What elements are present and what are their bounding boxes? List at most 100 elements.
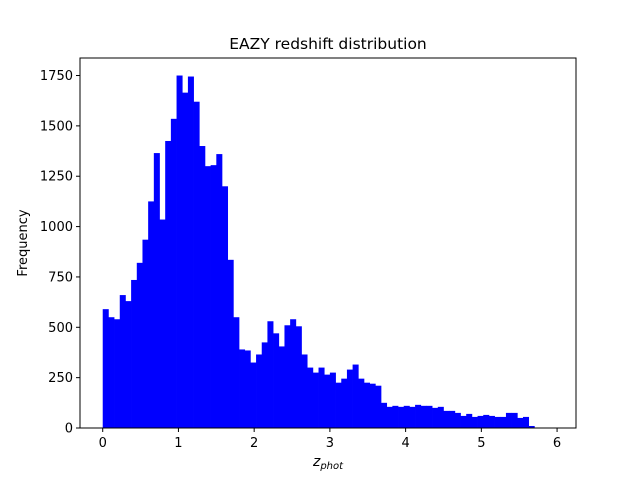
x-tick-label: 6 [553,436,561,451]
histogram-bar [415,404,422,428]
y-tick-label: 1250 [40,170,73,185]
histogram-bar [386,406,393,428]
y-axis-label: Frequency [16,209,31,276]
x-axis-label-subscript: phot [319,461,344,472]
histogram-bar [244,350,251,428]
histogram-bar [256,354,263,428]
histogram-bar [488,415,495,428]
x-tick-label: 2 [250,436,258,451]
histogram-bar [494,416,501,428]
histogram-bar [318,367,325,428]
histogram-bar [329,372,336,428]
y-tick-label: 1750 [40,69,73,84]
histogram-bar [108,317,115,428]
histogram-bar [517,417,524,428]
histogram-bar [449,410,456,428]
histogram-bar [131,279,138,428]
y-tick-label: 750 [48,270,73,285]
histogram-bar [273,333,280,428]
histogram-bar [233,317,240,428]
histogram-bar [312,372,319,428]
histogram-bar [369,383,376,428]
histogram-bar [500,416,507,428]
x-axis: 0 1 2 3 4 5 6 [99,428,561,451]
histogram-bar [148,201,155,428]
histogram-bar [471,416,478,428]
histogram-bar [278,346,285,428]
histogram-bar [443,410,450,428]
histogram-bar [324,374,331,428]
histogram-bar [346,369,353,428]
histogram-bar [522,416,530,428]
histogram-bar [199,146,206,428]
histogram-bar [398,406,405,428]
histogram-bar [159,219,166,428]
histogram-bar [420,405,427,428]
x-tick-label: 1 [174,436,182,451]
plot-frame [79,57,577,429]
histogram-bar [165,140,172,429]
histogram-bar [153,153,160,428]
histogram-bar [261,342,268,428]
y-axis: 0 250 500 750 1000 1250 1500 1750 [40,69,80,437]
histogram-bar [216,154,223,428]
histogram-bar [227,259,234,428]
histogram-bar [363,382,370,428]
histogram-bar [136,262,143,428]
histogram-bar [426,405,433,428]
bars-group [102,75,535,429]
histogram-bar [307,367,314,428]
histogram-bar [125,301,132,428]
histogram-bar [295,326,302,428]
histogram-bar [477,415,484,428]
histogram-bar [114,319,121,428]
x-axis-label: zphot [312,454,344,472]
histogram-bar [454,412,461,428]
chart-title: EAZY redshift distribution [229,35,427,53]
y-tick-label: 250 [48,371,73,386]
histogram-bar [437,406,444,428]
x-axis-label-main: z [312,454,321,470]
histogram-bar [182,92,189,428]
histogram-bar [221,186,229,428]
histogram-bar [250,362,257,428]
histogram-bar [267,321,274,428]
histogram-bar [341,378,348,428]
y-tick-label: 0 [65,422,73,437]
histogram-bar [403,405,410,428]
x-tick-label: 3 [326,436,334,451]
histogram-bar [381,402,388,428]
y-tick-label: 1500 [40,119,73,134]
histogram-bar [176,75,183,429]
histogram-bar [466,413,473,428]
x-tick-label: 0 [99,436,107,451]
histogram-bar [142,239,149,428]
histogram-bar [170,118,177,428]
histogram-bar [284,325,291,428]
histogram-bar [409,406,416,428]
histogram-bar [352,364,359,428]
histogram-bar [483,414,490,428]
histogram-bar [102,309,109,428]
histogram-bar [528,425,535,428]
x-tick-label: 4 [401,436,409,451]
histogram-bar [301,354,308,428]
histogram-bar [392,405,399,428]
histogram-bar [119,295,126,428]
histogram-bar [239,349,246,428]
y-tick-label: 1000 [40,220,73,235]
histogram-bar [204,166,211,428]
histogram-bar [432,407,439,428]
histogram-bar [335,382,342,428]
histogram-bar [511,412,518,428]
histogram-bar [187,76,194,428]
histogram-bar [375,385,382,428]
histogram-bar [210,165,217,428]
x-tick-label: 5 [477,436,485,451]
histogram-bar [358,378,365,428]
y-tick-label: 500 [48,321,73,336]
histogram-bar [505,412,512,428]
histogram-bar [193,101,200,429]
histogram-bar [460,415,467,428]
